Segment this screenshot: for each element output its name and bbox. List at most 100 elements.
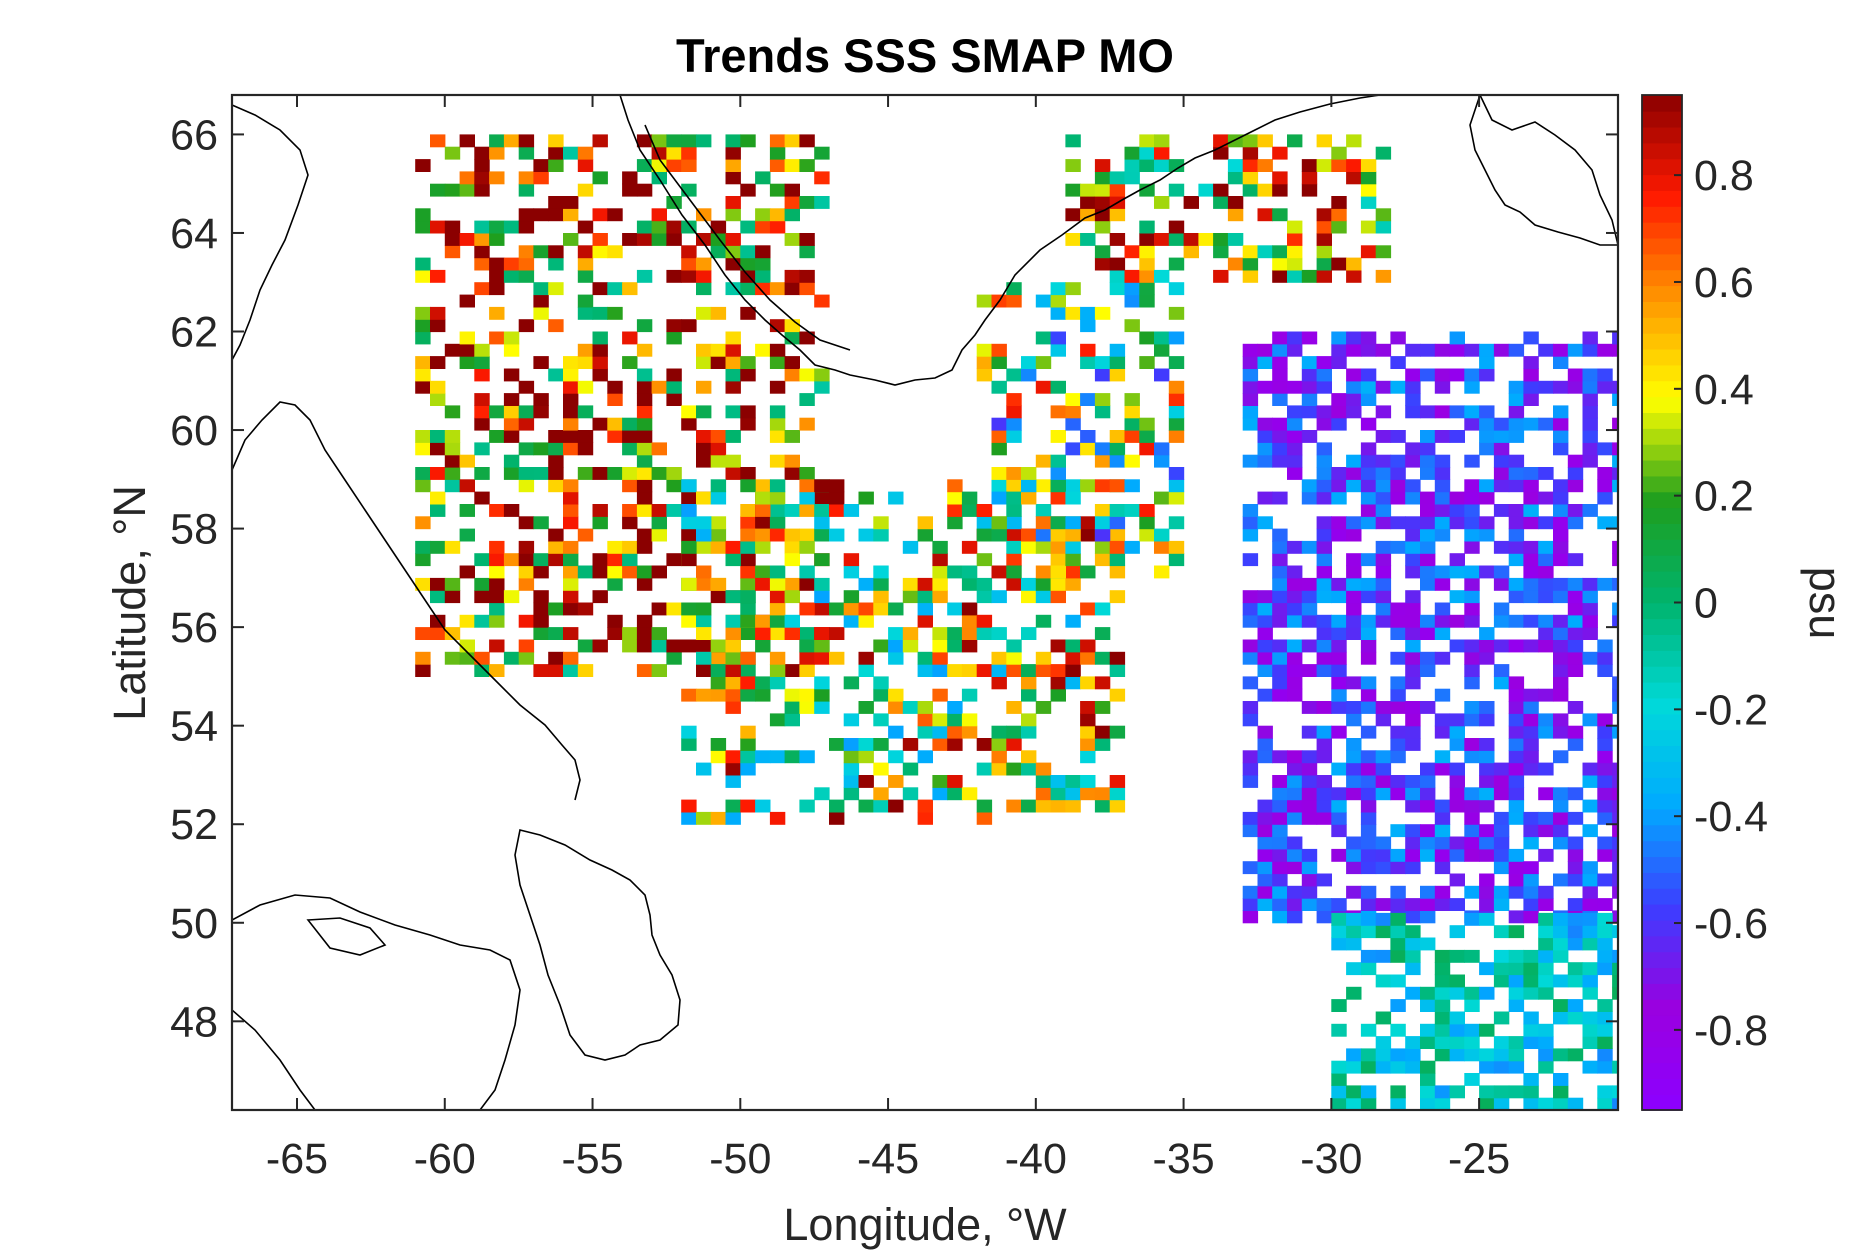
heatmap-cell <box>1301 491 1318 505</box>
heatmap-cell <box>1449 848 1465 862</box>
heatmap-cell <box>814 491 830 505</box>
heatmap-cell <box>489 553 505 567</box>
heatmap-cell <box>1331 491 1347 505</box>
heatmap-cell <box>1287 577 1303 591</box>
heatmap-cell <box>1553 1097 1569 1110</box>
heatmap-cell <box>1287 590 1303 604</box>
heatmap-cell <box>1360 577 1377 591</box>
heatmap-cell <box>1479 442 1495 456</box>
heatmap-cell <box>1464 368 1480 382</box>
heatmap-cell <box>1242 639 1259 653</box>
heatmap-cell <box>1242 614 1259 628</box>
heatmap-cell <box>1434 898 1451 911</box>
heatmap-cell <box>1094 220 1111 234</box>
heatmap-cell <box>1360 676 1377 690</box>
heatmap-cell <box>1213 233 1229 246</box>
heatmap-cell <box>1227 171 1244 185</box>
heatmap-cell <box>710 664 727 677</box>
colorbar: 0.80.60.40.20-0.2-0.4-0.6-0.8 psu <box>1641 94 1851 1111</box>
heatmap-cell <box>1420 454 1436 468</box>
heatmap-cell <box>1346 528 1362 542</box>
heatmap-cell <box>1257 848 1273 862</box>
heatmap-cell <box>1006 577 1022 591</box>
heatmap-cell <box>430 430 446 443</box>
heatmap-cell <box>563 651 579 665</box>
heatmap-cell <box>622 356 638 369</box>
heatmap-cell <box>917 725 933 739</box>
heatmap-cell <box>622 442 638 456</box>
heatmap-cell <box>1094 368 1111 382</box>
heatmap-cell <box>577 269 594 283</box>
heatmap-cell <box>991 491 1007 505</box>
heatmap-cell <box>1390 540 1406 554</box>
heatmap-cell <box>1597 799 1613 813</box>
heatmap-cell <box>1316 479 1332 493</box>
heatmap-cell <box>1331 676 1347 690</box>
heatmap-cell <box>592 282 608 296</box>
heatmap-cell <box>873 799 889 813</box>
heatmap-cell <box>1464 787 1480 801</box>
heatmap-cell <box>1390 491 1406 505</box>
heatmap-cell <box>1493 949 1510 963</box>
heatmap-cell <box>1523 417 1539 431</box>
heatmap-cell <box>1272 540 1288 554</box>
plot-frame <box>230 93 1620 1112</box>
heatmap-cell <box>1065 491 1081 505</box>
heatmap-cell <box>1493 811 1510 825</box>
heatmap-cell <box>1346 701 1362 714</box>
heatmap-cell <box>1346 171 1362 185</box>
heatmap-cell <box>1006 417 1022 431</box>
heatmap-cell <box>533 516 549 530</box>
heatmap-cell <box>1479 356 1495 369</box>
heatmap-cell <box>740 417 756 431</box>
heatmap-cell <box>503 504 520 517</box>
heatmap-cell <box>799 627 815 640</box>
heatmap-cell <box>563 479 579 493</box>
heatmap-cell <box>1080 565 1096 579</box>
heatmap-cell <box>1553 516 1569 530</box>
heatmap-cell <box>1139 183 1155 197</box>
heatmap-cell <box>1346 937 1362 951</box>
heatmap-cell <box>1316 491 1332 505</box>
heatmap-cell <box>961 664 978 677</box>
heatmap-cell <box>1464 491 1480 505</box>
heatmap-cell <box>592 356 608 369</box>
heatmap-cell <box>1301 405 1318 419</box>
heatmap-cell <box>1479 848 1495 862</box>
heatmap-cell <box>740 602 756 616</box>
heatmap-cell <box>1434 565 1451 579</box>
colorbar-step <box>1642 745 1682 762</box>
heatmap-cell <box>784 233 800 246</box>
heatmap-cell <box>518 553 535 567</box>
heatmap-cell <box>902 639 919 653</box>
heatmap-cell <box>1035 590 1052 604</box>
heatmap-cell <box>710 479 727 493</box>
heatmap-cell <box>1375 220 1392 234</box>
heatmap-cell <box>1597 639 1613 653</box>
heatmap-cell <box>474 356 490 369</box>
heatmap-cell <box>1375 775 1392 788</box>
heatmap-cell <box>592 553 608 567</box>
heatmap-cell <box>1035 504 1052 517</box>
heatmap-cell <box>1597 1048 1613 1062</box>
nova-scotia-coastline <box>232 1009 316 1110</box>
heatmap-cell <box>829 811 845 825</box>
heatmap-cell <box>725 811 741 825</box>
heatmap-cell <box>607 577 623 591</box>
heatmap-cell <box>1582 762 1598 776</box>
heatmap-cell <box>1080 306 1096 320</box>
heatmap-cell <box>784 208 800 222</box>
heatmap-cell <box>1523 1085 1539 1099</box>
heatmap-cell <box>1287 602 1303 616</box>
heatmap-cell <box>1154 528 1170 542</box>
heatmap-cell <box>1493 614 1510 628</box>
heatmap-cell <box>1331 208 1347 222</box>
heatmap-layer <box>415 134 1618 1110</box>
heatmap-cell <box>681 602 697 616</box>
heatmap-cell <box>430 319 446 333</box>
heatmap-cell <box>1553 528 1569 542</box>
heatmap-cell <box>1287 750 1303 764</box>
heatmap-cell <box>814 171 830 185</box>
heatmap-cell <box>1360 417 1377 431</box>
heatmap-cell <box>1360 627 1377 640</box>
